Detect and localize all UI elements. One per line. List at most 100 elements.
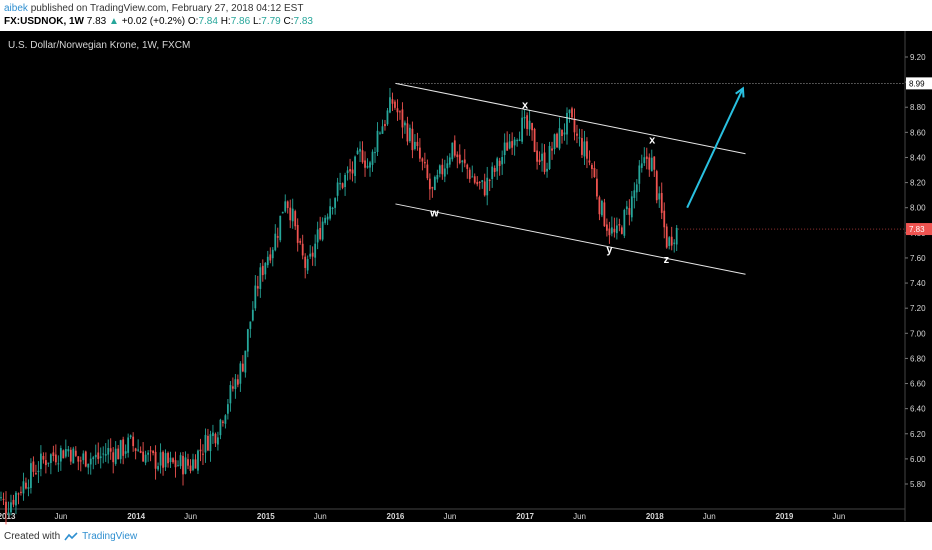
- candle-body: [97, 452, 100, 460]
- candle-body: [409, 127, 411, 142]
- candle-body: [189, 465, 192, 471]
- candle-body: [304, 256, 307, 268]
- candle-body: [573, 118, 576, 133]
- forecast-arrow: [686, 87, 744, 209]
- time-tick-label: 2016: [387, 512, 405, 521]
- created-with-text: Created with: [4, 531, 61, 542]
- candle-body: [391, 99, 394, 104]
- candle-body: [471, 176, 474, 178]
- candle-body: [184, 457, 187, 474]
- candle-body: [271, 249, 274, 259]
- candle-body: [331, 207, 334, 209]
- candle-body: [658, 193, 661, 200]
- candle-body: [578, 137, 581, 139]
- candle-body: [239, 363, 242, 384]
- time-tick-label: Jun: [832, 512, 845, 521]
- candle-body: [431, 187, 434, 189]
- candle-body: [364, 160, 366, 168]
- candle-body: [202, 453, 204, 455]
- time-tick-label: Jun: [573, 512, 586, 521]
- candle-body: [246, 329, 249, 352]
- resistance-price-label: 8.99: [909, 79, 925, 88]
- candle-body: [506, 142, 509, 151]
- candle-body: [531, 123, 533, 131]
- candle-body: [593, 167, 596, 178]
- candle-body: [207, 435, 209, 451]
- candle-body: [15, 492, 17, 506]
- time-tick-label: Jun: [703, 512, 716, 521]
- candle-body: [334, 198, 337, 208]
- candle-body: [675, 227, 678, 245]
- candle-body: [99, 456, 102, 459]
- tradingview-brand-link[interactable]: TradingView: [82, 531, 138, 542]
- author-link[interactable]: aibek: [4, 3, 28, 14]
- candle-body: [104, 454, 107, 456]
- candle-body: [650, 157, 653, 172]
- candle-body: [453, 140, 456, 156]
- candle-body: [226, 404, 229, 414]
- symbol-label: FX:USDNOK, 1W: [4, 16, 84, 27]
- candle-body: [618, 224, 621, 226]
- ohlc-legend: FX:USDNOK, 1W 7.83 ▲ +0.02 (+0.2%) O:7.8…: [4, 16, 313, 27]
- candle-body: [665, 226, 668, 248]
- candle-body: [356, 150, 359, 155]
- candle-body: [366, 165, 369, 168]
- candle-body: [229, 385, 232, 404]
- candle-body: [241, 363, 244, 372]
- candle-body: [628, 208, 631, 215]
- candle-body: [119, 440, 122, 460]
- candle-body: [508, 141, 511, 149]
- change-arrow-icon: ▲: [109, 16, 119, 27]
- time-tick-label: 2019: [776, 512, 794, 521]
- candle-body: [154, 451, 157, 469]
- candle-body: [643, 157, 646, 164]
- candle-body: [523, 116, 526, 119]
- candle-body: [538, 159, 541, 163]
- candle-body: [20, 491, 22, 493]
- candle-body: [516, 140, 519, 142]
- candle-body: [177, 465, 179, 467]
- candle-body: [187, 459, 189, 466]
- candle-body: [635, 184, 638, 193]
- price-tick-label: 5.80: [910, 480, 926, 489]
- candle-body: [498, 160, 501, 166]
- candle-body: [556, 133, 558, 148]
- open-label: O:: [187, 16, 199, 27]
- candle-body: [249, 321, 252, 329]
- candle-body: [77, 456, 80, 462]
- candle-body: [57, 463, 60, 465]
- candle-body: [586, 141, 588, 159]
- candle-body: [92, 457, 95, 460]
- chart-area[interactable]: [0, 31, 932, 522]
- price-tick-label: 7.60: [910, 254, 926, 263]
- candle-body: [603, 202, 606, 227]
- candle-body: [234, 379, 237, 390]
- time-tick-label: 2013: [0, 512, 16, 521]
- candle-body: [87, 463, 90, 468]
- channel-lower-line: [395, 203, 746, 275]
- candle-body: [42, 455, 45, 460]
- candle-body: [640, 163, 643, 168]
- candle-body: [511, 141, 514, 148]
- footer: Created with TradingView: [4, 531, 137, 542]
- candle-body: [231, 386, 234, 389]
- candle-body: [199, 449, 202, 452]
- candle-body: [2, 498, 5, 500]
- candle-body: [269, 254, 272, 261]
- candle-body: [192, 459, 194, 471]
- candle-body: [404, 122, 406, 126]
- time-tick-label: 2018: [646, 512, 664, 521]
- candle-body: [416, 141, 419, 147]
- candle-body: [0, 497, 2, 499]
- candle-body: [501, 157, 504, 165]
- candle-body: [179, 455, 182, 467]
- candle-body: [655, 171, 658, 201]
- price-tick-label: 8.20: [910, 179, 926, 188]
- candle-body: [251, 309, 254, 321]
- candle-body: [147, 452, 150, 455]
- candle-body: [94, 454, 97, 458]
- candle-body: [266, 256, 269, 266]
- wave-label: z: [664, 254, 670, 266]
- candle-body: [406, 123, 409, 142]
